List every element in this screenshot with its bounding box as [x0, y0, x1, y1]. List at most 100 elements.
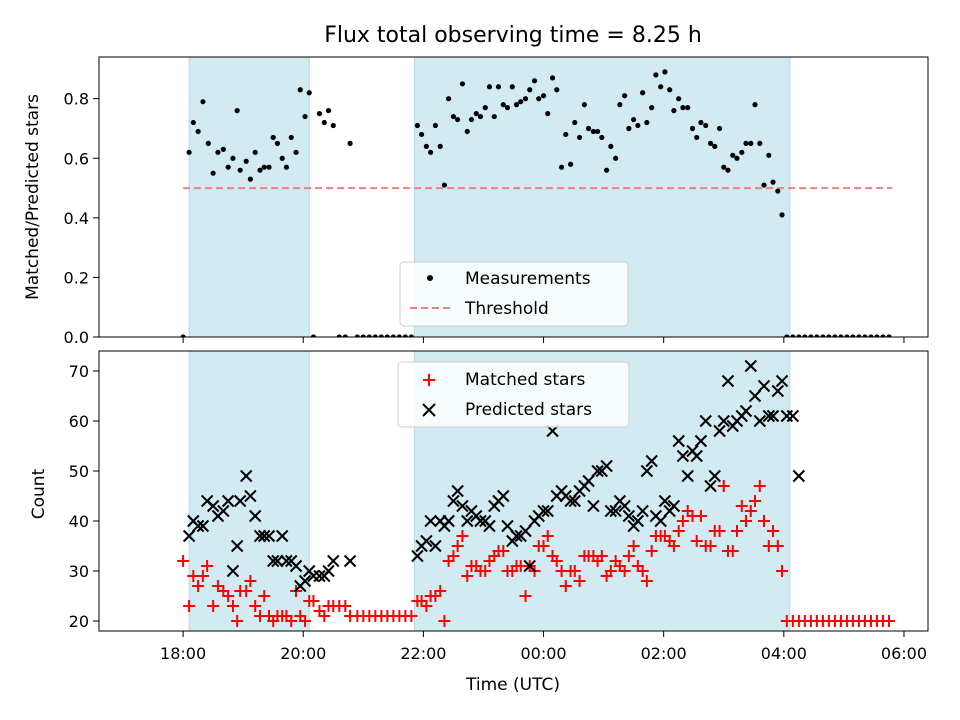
measurement-point — [186, 149, 192, 155]
matched-star-point — [730, 525, 743, 537]
predicted-star-point — [523, 559, 536, 573]
predicted-star-point — [510, 529, 523, 543]
measurement-point — [567, 161, 574, 167]
measurement-point — [814, 334, 820, 337]
measurement-point — [297, 87, 303, 93]
measurement-point — [310, 334, 317, 337]
predicted-star-point — [708, 469, 721, 483]
measurement-point — [283, 164, 290, 170]
measurement-point — [721, 164, 727, 170]
x-tick-label: 18:00 — [160, 644, 206, 663]
matched-star-point — [183, 600, 196, 612]
measurement-point — [464, 128, 470, 135]
predicted-star-point — [757, 379, 771, 393]
predicted-star-point — [568, 494, 581, 508]
measurement-point — [527, 87, 533, 93]
measurement-point — [384, 334, 390, 337]
predicted-star-point — [420, 534, 433, 548]
predicted-star-point — [672, 434, 685, 448]
predicted-star-point — [640, 464, 654, 478]
predicted-star-point — [766, 409, 780, 423]
matched-star-point — [456, 530, 469, 542]
measurement-point — [685, 105, 691, 111]
predicted-star-point — [191, 519, 205, 533]
y-tick-label: 20 — [69, 612, 89, 631]
predicted-star-point — [622, 509, 636, 523]
measurement-point — [790, 334, 796, 337]
predicted-star-point — [537, 504, 550, 518]
predicted-star-point — [501, 519, 514, 533]
x-tick-label: 02:00 — [641, 644, 687, 663]
measurement-point — [671, 108, 677, 114]
predicted-star-point — [474, 514, 487, 528]
predicted-star-point — [591, 464, 604, 478]
matched-star-point — [420, 600, 433, 612]
measurement-point — [712, 143, 718, 149]
measurement-point — [518, 99, 524, 105]
predicted-star-point — [541, 504, 554, 518]
measurement-point — [631, 116, 637, 123]
measurement-point — [862, 334, 868, 337]
y-tick-label: 0.6 — [64, 149, 89, 168]
top-axes-frame — [98, 56, 929, 338]
predicted-star-point — [226, 564, 240, 578]
measurement-point — [595, 128, 601, 135]
measurement-point — [880, 334, 886, 337]
measurement-point — [667, 87, 673, 93]
measurement-point — [321, 119, 327, 126]
measurement-point — [850, 334, 856, 337]
matched-star-point — [451, 540, 464, 552]
measurement-point — [658, 84, 664, 90]
predicted-star-point — [744, 359, 757, 373]
measurement-point — [796, 334, 802, 337]
measurement-point — [495, 84, 502, 90]
matched-star-point — [618, 565, 631, 577]
matched-star-point — [640, 575, 653, 587]
predicted-star-point — [762, 409, 776, 423]
measurement-point — [500, 102, 506, 108]
measurement-point — [477, 113, 484, 120]
measurement-point — [802, 334, 808, 337]
x-axis-label: Time (UTC) — [465, 675, 560, 695]
predicted-star-point — [248, 509, 262, 523]
legend-measurements-label: Measurements — [465, 269, 591, 289]
predicted-star-point — [276, 529, 289, 543]
measurement-point — [757, 140, 763, 146]
measurement-point — [844, 334, 850, 337]
predicted-star-point — [442, 514, 455, 528]
measurement-point — [622, 93, 628, 99]
y-tick-label: 30 — [69, 562, 89, 581]
matched-star-point — [541, 530, 554, 542]
predicted-star-point — [587, 499, 600, 513]
measurement-point — [473, 110, 479, 117]
matched-star-point — [201, 560, 214, 572]
predicted-star-point — [230, 539, 244, 553]
measurement-point — [604, 167, 610, 173]
measurement-point — [195, 128, 201, 135]
measurement-point — [549, 75, 556, 81]
measurement-point — [766, 152, 772, 158]
measurement-point — [716, 125, 723, 132]
matched-star-point — [717, 480, 730, 492]
measurement-point — [739, 149, 745, 155]
measurement-point — [513, 102, 520, 108]
legend-matched-marker — [423, 374, 435, 386]
matched-star-point — [285, 615, 298, 627]
predicted-star-point — [233, 494, 247, 508]
matched-star-point — [405, 610, 418, 622]
matched-star-point — [753, 480, 766, 492]
top-legend: Measurements Threshold — [399, 261, 629, 327]
measurement-point — [886, 334, 892, 337]
measurement-point — [874, 334, 880, 337]
predicted-star-point — [182, 529, 196, 543]
predicted-star-point — [681, 469, 694, 483]
predicted-star-point — [786, 409, 800, 423]
matched-star-point — [690, 535, 703, 547]
predicted-star-point — [771, 384, 785, 398]
measurement-point — [243, 158, 249, 164]
matched-star-point — [258, 590, 271, 602]
predicted-star-point — [206, 499, 220, 513]
measurement-point — [279, 155, 285, 161]
predicted-star-point — [600, 459, 613, 473]
measurement-point — [210, 170, 216, 176]
